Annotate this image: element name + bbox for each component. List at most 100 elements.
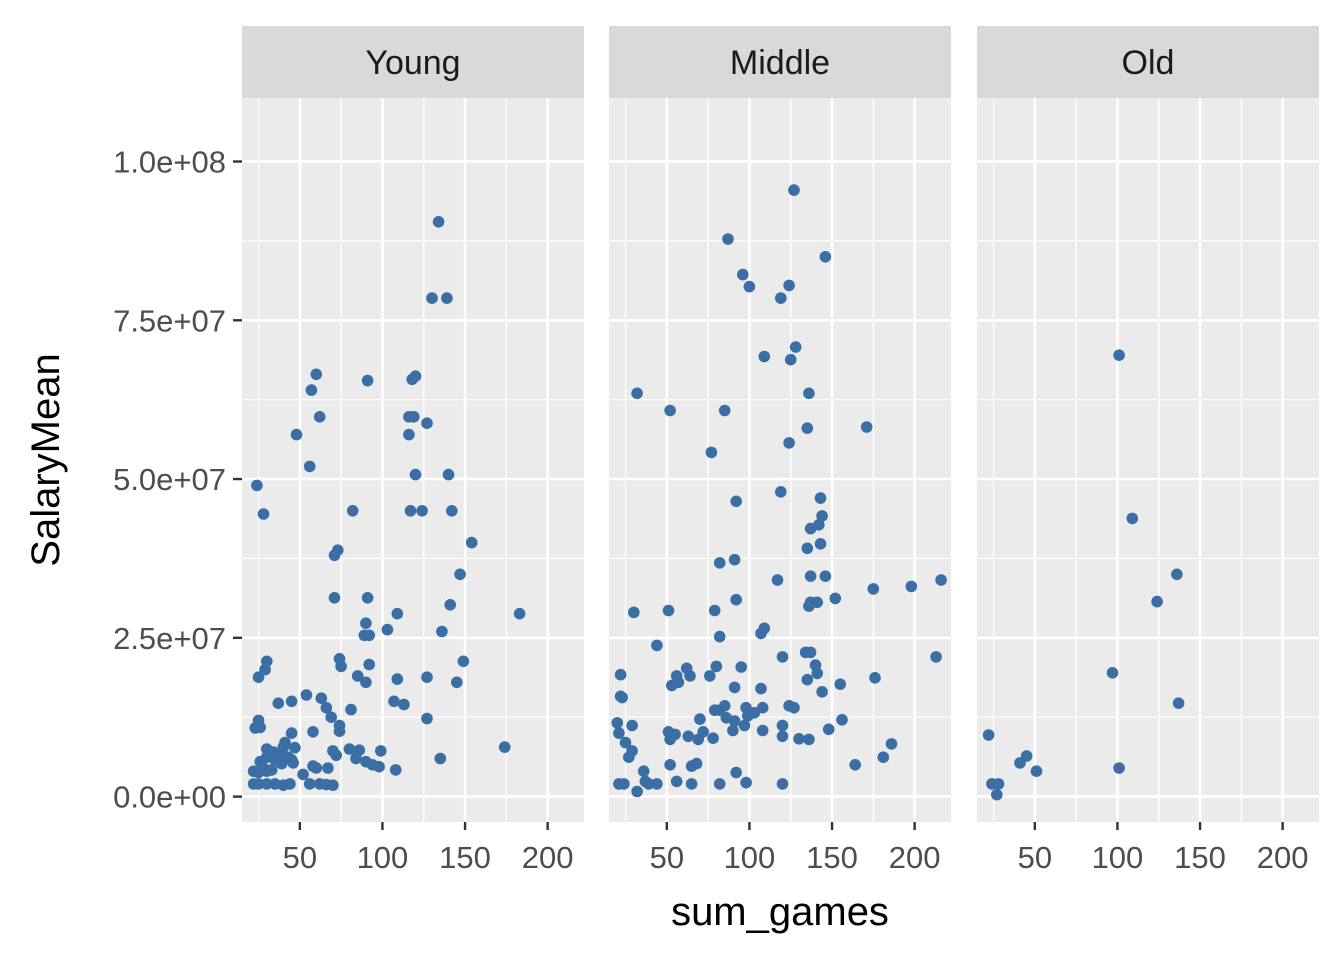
data-point	[381, 623, 394, 636]
data-point	[789, 341, 802, 353]
facet-label-old: Old	[1122, 44, 1175, 82]
grid-lines	[609, 98, 951, 822]
data-point	[722, 233, 734, 245]
data-point	[642, 778, 655, 790]
data-point	[330, 749, 343, 762]
data-point	[801, 542, 814, 555]
x-tick-label: 200	[1257, 840, 1309, 875]
data-point	[664, 733, 676, 746]
data-point	[710, 660, 723, 673]
data-point	[614, 668, 627, 681]
data-point	[333, 725, 346, 737]
facet-middle: Middle 50 100 150 200	[609, 26, 951, 875]
data-point	[265, 764, 278, 776]
data-point	[421, 417, 433, 430]
data-point	[454, 568, 466, 581]
data-point	[738, 719, 751, 732]
data-point	[434, 752, 447, 765]
data-point	[259, 663, 271, 676]
x-tick-label: 200	[889, 840, 941, 875]
data-point	[350, 752, 362, 765]
data-point	[285, 695, 298, 708]
x-tick-label: 100	[724, 840, 776, 875]
y-axis: 0.0e+00 2.5e+07 5.0e+07 7.5e+07 1.0e+08	[113, 145, 242, 815]
data-point	[670, 775, 683, 788]
data-point	[775, 292, 787, 304]
data-point	[285, 727, 298, 739]
data-point	[611, 717, 624, 729]
data-point	[261, 778, 273, 790]
data-point	[388, 695, 400, 708]
data-point	[389, 764, 402, 776]
data-point	[829, 592, 842, 605]
x-tick-label: 50	[283, 840, 317, 875]
data-point	[793, 733, 805, 745]
data-point	[803, 600, 815, 612]
data-point	[1171, 568, 1183, 581]
data-point	[814, 538, 827, 550]
data-point	[254, 721, 266, 734]
data-point	[771, 574, 784, 586]
data-point	[284, 778, 296, 790]
data-point	[300, 689, 313, 701]
data-point	[816, 686, 828, 698]
data-point	[465, 536, 478, 549]
data-point	[935, 574, 947, 586]
data-point	[351, 670, 364, 682]
data-point	[310, 368, 323, 381]
data-point	[930, 651, 942, 663]
data-points-young	[247, 216, 526, 791]
data-point	[728, 715, 741, 727]
data-point	[705, 446, 718, 459]
data-point	[682, 730, 695, 743]
data-point	[277, 741, 290, 753]
facet-label-young: Young	[365, 44, 460, 82]
data-point	[708, 604, 721, 617]
data-point	[748, 707, 761, 719]
data-point	[784, 353, 797, 366]
x-tick-label: 100	[357, 840, 409, 875]
data-point	[251, 479, 263, 492]
data-point	[421, 712, 433, 725]
facet-panels: Young 50 100 150 200 Middle 50 100 150 200 Old 50 10…	[242, 26, 1319, 875]
data-point	[803, 733, 815, 746]
data-point	[328, 549, 341, 562]
data-point	[513, 607, 526, 620]
data-point	[391, 607, 404, 620]
x-axis-old: 50 100 150 200	[1018, 822, 1309, 875]
y-tick-label: 7.5e+07	[113, 303, 226, 338]
data-point	[631, 785, 643, 798]
data-point	[991, 788, 1003, 801]
data-point	[860, 421, 873, 433]
data-point	[363, 658, 376, 671]
data-point	[819, 250, 832, 263]
data-point	[743, 280, 756, 293]
facet-old: Old 50 100 150 200	[977, 26, 1319, 875]
data-point	[310, 762, 323, 774]
data-point	[707, 732, 719, 744]
data-point	[618, 778, 630, 790]
data-point	[305, 384, 318, 396]
data-point	[290, 428, 303, 441]
data-point	[713, 778, 726, 790]
data-point	[776, 778, 789, 790]
y-tick-label: 0.0e+00	[113, 780, 226, 815]
data-point	[804, 646, 817, 659]
data-point	[623, 751, 635, 763]
data-point	[672, 676, 685, 689]
data-point	[788, 184, 800, 196]
data-point	[783, 279, 795, 292]
data-point	[613, 727, 625, 739]
data-point	[1030, 765, 1043, 777]
data-point	[451, 676, 463, 689]
data-point	[755, 682, 767, 695]
data-point	[408, 411, 420, 423]
data-point	[816, 510, 828, 522]
data-point	[834, 678, 847, 690]
data-point	[1151, 595, 1163, 608]
data-point	[992, 778, 1005, 790]
data-point	[811, 667, 823, 680]
data-point	[361, 592, 374, 604]
data-point	[1113, 349, 1125, 362]
data-point	[730, 495, 742, 508]
